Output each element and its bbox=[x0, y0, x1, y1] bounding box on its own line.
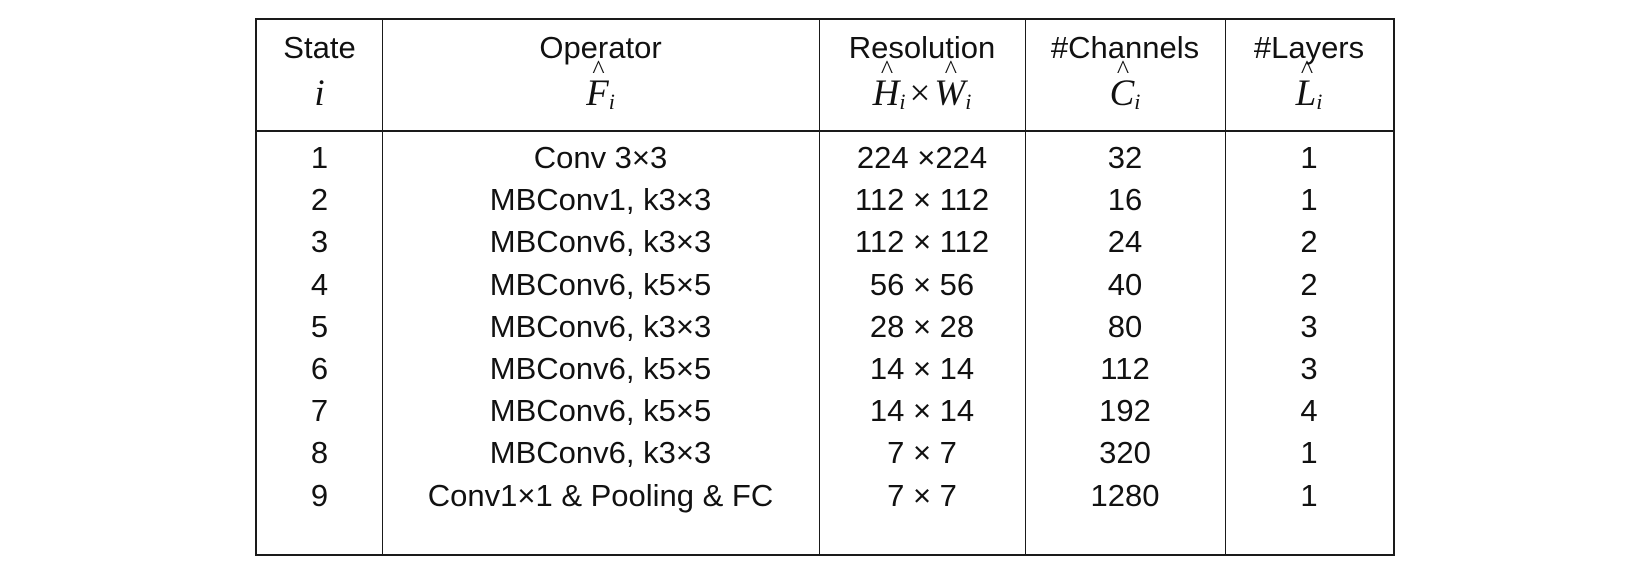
header-resolution-symbol: Hi×Wi bbox=[819, 48, 1025, 116]
header-state-symbol: i bbox=[314, 73, 325, 114]
resolution-cell: 28 × 28 bbox=[869, 308, 975, 344]
state-cell: 7 bbox=[310, 393, 329, 429]
layers-cell: 1 bbox=[1300, 435, 1318, 471]
layers-cell: 2 bbox=[1300, 224, 1318, 260]
channels-cell: 192 bbox=[1099, 393, 1151, 429]
header-divider bbox=[257, 130, 1393, 132]
column-divider bbox=[1225, 20, 1226, 554]
layers-cell: 4 bbox=[1300, 393, 1318, 429]
layers-cell: 2 bbox=[1300, 266, 1318, 302]
resolution-cell: 7 × 7 bbox=[887, 477, 957, 513]
operator-cell: MBConv6, k5×5 bbox=[489, 266, 712, 302]
header-state: State bbox=[283, 30, 356, 65]
state-cell: 8 bbox=[310, 435, 329, 471]
operator-cell: MBConv1, k3×3 bbox=[489, 182, 712, 218]
header-channels-symbol: Ci bbox=[1025, 48, 1225, 116]
resolution-cell: 112 × 112 bbox=[854, 182, 990, 218]
operator-cell: MBConv6, k3×3 bbox=[489, 308, 712, 344]
state-cell: 4 bbox=[310, 266, 329, 302]
resolution-cell: 14 × 14 bbox=[869, 351, 975, 386]
state-cell: 9 bbox=[310, 477, 329, 513]
architecture-table: State Operator Resolution #Channels #Lay… bbox=[255, 18, 1395, 556]
channels-cell: 80 bbox=[1107, 308, 1143, 344]
channels-cell: 32 bbox=[1107, 140, 1143, 175]
state-cell: 6 bbox=[310, 351, 329, 386]
channels-cell: 1280 bbox=[1090, 477, 1160, 513]
resolution-cell: 224 ×224 bbox=[856, 140, 988, 175]
operator-cell: MBConv6, k3×3 bbox=[489, 435, 712, 471]
state-cell: 2 bbox=[310, 182, 329, 218]
state-cell: 5 bbox=[310, 308, 329, 344]
operator-cell: MBConv6, k5×5 bbox=[489, 351, 712, 386]
layers-cell: 1 bbox=[1300, 140, 1318, 175]
operator-cell: Conv1×1 & Pooling & FC bbox=[427, 477, 774, 513]
resolution-cell: 14 × 14 bbox=[869, 393, 975, 429]
layers-cell: 1 bbox=[1300, 477, 1318, 513]
resolution-cell: 112 × 112 bbox=[854, 224, 990, 260]
layers-cell: 3 bbox=[1300, 351, 1318, 386]
state-cell: 1 bbox=[310, 140, 329, 175]
header-operator-symbol: Fi bbox=[382, 48, 819, 116]
column-divider bbox=[819, 20, 820, 554]
column-divider bbox=[1025, 20, 1026, 554]
resolution-cell: 56 × 56 bbox=[869, 266, 975, 302]
operator-cell: Conv 3×3 bbox=[533, 140, 668, 175]
operator-cell: MBConv6, k3×3 bbox=[489, 224, 712, 260]
channels-cell: 16 bbox=[1107, 182, 1143, 218]
state-cell: 3 bbox=[310, 224, 329, 260]
layers-cell: 3 bbox=[1300, 308, 1318, 344]
operator-cell: MBConv6, k5×5 bbox=[489, 393, 712, 429]
channels-cell: 112 bbox=[1100, 351, 1150, 386]
channels-cell: 320 bbox=[1099, 435, 1151, 471]
resolution-cell: 7 × 7 bbox=[887, 435, 957, 471]
channels-cell: 40 bbox=[1107, 266, 1143, 302]
header-resolution: Resolution bbox=[848, 30, 996, 65]
header-layers-symbol: Li bbox=[1225, 48, 1393, 116]
layers-cell: 1 bbox=[1300, 182, 1318, 218]
column-divider bbox=[382, 20, 383, 554]
channels-cell: 24 bbox=[1107, 224, 1143, 260]
